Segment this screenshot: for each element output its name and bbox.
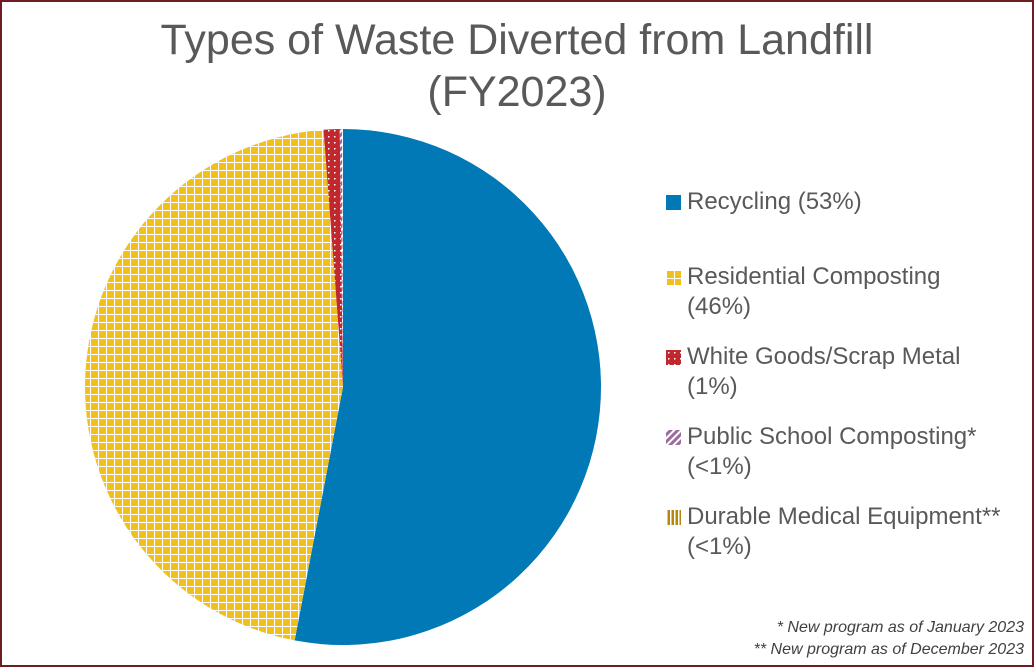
pie-slice-3 bbox=[339, 129, 343, 387]
legend-item: Public School Composting* (<1%) bbox=[666, 422, 1007, 482]
legend-item: Recycling (53%) bbox=[666, 187, 1017, 217]
pie-slice-0 bbox=[294, 129, 602, 645]
legend-swatch bbox=[666, 195, 681, 210]
pie-chart bbox=[85, 129, 602, 645]
footnote-1: * New program as of January 2023 bbox=[776, 619, 1024, 636]
legend-swatch bbox=[666, 510, 681, 525]
footnote-2: ** New program as of December 2023 bbox=[753, 641, 1024, 658]
legend-item: Residential Composting (46%) bbox=[666, 262, 1007, 322]
legend-item: Durable Medical Equipment** (<1%) bbox=[666, 502, 1007, 562]
legend-label: Durable Medical Equipment** (<1%) bbox=[687, 503, 1001, 560]
legend-swatch bbox=[666, 270, 681, 285]
legend-label: Residential Composting (46%) bbox=[687, 263, 941, 320]
pie-slice-2 bbox=[323, 129, 343, 387]
pie-slice-1 bbox=[85, 129, 343, 641]
chart-title: Types of Waste Diverted from Landfill (F… bbox=[2, 14, 1032, 118]
legend-swatch bbox=[666, 430, 681, 445]
legend-swatch bbox=[666, 350, 681, 365]
legend-item: White Goods/Scrap Metal (1%) bbox=[666, 342, 1007, 402]
legend-label: White Goods/Scrap Metal (1%) bbox=[687, 343, 961, 400]
legend-label: Recycling (53%) bbox=[687, 188, 862, 215]
legend-label: Public School Composting* (<1%) bbox=[687, 423, 977, 480]
subtitle-line: (FY2023) bbox=[427, 68, 607, 116]
title-line: Types of Waste Diverted from Landfill bbox=[160, 16, 874, 64]
pie-slice-4 bbox=[342, 129, 343, 387]
